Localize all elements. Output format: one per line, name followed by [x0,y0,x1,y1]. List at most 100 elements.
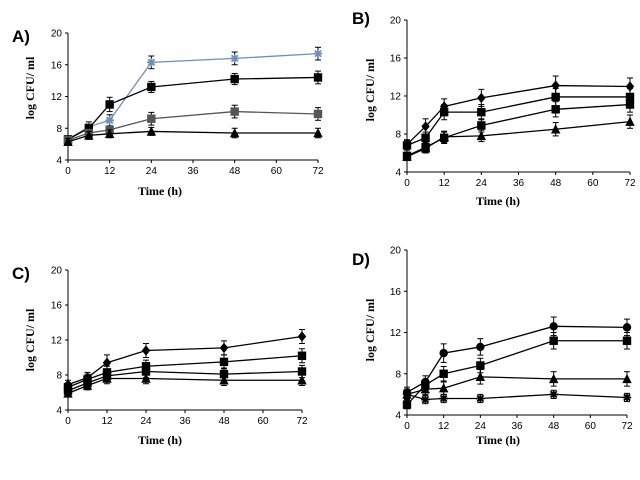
data-point [141,367,151,376]
data-point [476,361,485,370]
x-tick-label: 60 [585,421,597,432]
data-point [549,336,558,345]
data-point [230,54,239,63]
y-axis-title: log CFU/ ml [363,58,377,121]
data-point [297,375,307,385]
series-line [406,376,627,396]
x-tick-label: 0 [404,178,410,189]
data-point [402,141,412,150]
data-point [622,373,632,384]
y-tick-label: 16 [51,301,63,312]
data-point [420,143,431,153]
y-tick-label: 4 [56,156,62,167]
data-point [439,131,449,142]
series-4 [63,126,323,146]
data-point [622,393,632,402]
x-axis-title: Time (h) [138,433,182,447]
x-tick-label: 72 [312,166,324,177]
series-2 [63,348,307,393]
x-tick-label: 60 [271,166,283,177]
data-point [549,390,558,399]
x-tick-label: 60 [587,178,599,189]
data-point [476,394,485,403]
data-point [63,136,73,146]
data-point [141,345,151,356]
x-tick-label: 0 [404,421,410,432]
x-tick-label: 0 [65,166,71,177]
data-point [625,100,635,109]
data-point [622,336,632,345]
y-tick-label: 20 [51,266,63,277]
series-3 [402,369,632,401]
data-point [402,390,412,399]
panel-label: B) [352,9,370,28]
series-1 [402,316,632,398]
data-point [477,107,486,117]
data-point [147,82,156,92]
x-tick-label: 72 [296,416,308,427]
series-line [67,377,302,394]
panel-label: A) [12,27,30,46]
series-line [406,84,631,145]
data-point [146,126,157,136]
x-tick-label: 48 [229,166,241,177]
series-4 [402,114,635,162]
data-point [84,130,94,140]
data-point [297,367,307,376]
panel-label: C) [12,264,30,283]
x-tick-label: 24 [140,416,152,427]
x-tick-label: 24 [146,166,158,177]
data-point [625,81,635,92]
x-tick-label: 72 [624,178,636,189]
data-point [297,351,307,360]
x-tick-label: 24 [476,178,488,189]
data-point [438,382,449,393]
data-point [477,92,486,104]
data-point [63,388,73,398]
y-axis-title: log CFU/ ml [23,56,37,119]
data-point [551,105,560,114]
x-tick-label: 12 [438,421,450,432]
data-point [421,133,430,142]
x-tick-label: 36 [511,421,523,432]
y-tick-label: 20 [51,29,63,40]
data-point [622,323,632,332]
series-4 [63,372,307,398]
data-point [439,369,448,378]
series-4 [402,389,632,405]
y-tick-label: 16 [390,54,402,65]
series-3 [402,96,635,161]
y-axis-title: log CFU/ ml [363,298,377,361]
y-tick-label: 20 [390,16,402,27]
x-tick-label: 12 [104,166,116,177]
x-tick-label: 60 [257,416,269,427]
y-tick-label: 8 [395,130,401,141]
data-point [420,384,431,394]
data-point [230,107,239,116]
x-tick-label: 36 [513,178,525,189]
data-point [105,116,114,125]
data-point [82,380,93,390]
data-point [219,375,229,385]
x-tick-label: 12 [101,416,113,427]
data-point [147,58,156,67]
data-point [219,369,229,379]
y-tick-label: 8 [56,124,62,135]
y-axis-title: log CFU/ ml [23,308,37,371]
data-point [402,151,412,161]
series-2 [402,332,632,410]
x-axis-title: Time (h) [138,184,182,198]
y-tick-label: 8 [56,371,62,382]
data-point [551,92,560,102]
y-tick-label: 4 [56,406,62,417]
y-tick-label: 12 [51,92,63,103]
x-tick-label: 72 [621,421,633,432]
data-point [439,107,449,117]
data-point [313,73,323,82]
x-axis-title: Time (h) [476,194,520,208]
data-point [102,357,112,368]
data-point [625,116,635,126]
